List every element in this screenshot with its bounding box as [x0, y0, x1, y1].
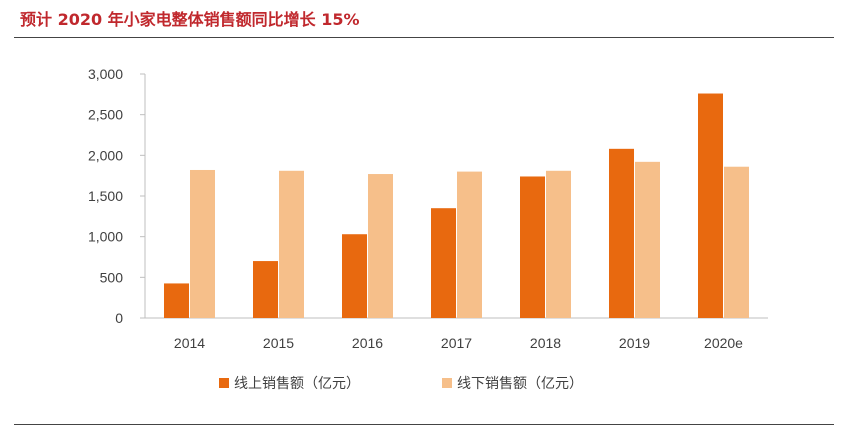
x-tick-label: 2018: [530, 335, 561, 351]
bar-offline-2017: [457, 171, 482, 318]
legend-swatch: [442, 378, 452, 388]
bar-online-2017: [431, 208, 456, 318]
y-axis-ticks: 0 500 1,000 1,500 2,000 2,500 3,000: [88, 66, 145, 326]
y-tick-label: 3,000: [88, 66, 123, 82]
legend-label: 线下销售额（亿元）: [457, 376, 583, 392]
legend-label: 线上销售额（亿元）: [234, 376, 360, 392]
bar-online-2018: [520, 176, 545, 318]
top-divider: [14, 37, 834, 38]
legend: 线上销售额（亿元） 线下销售额（亿元）: [219, 376, 583, 392]
bars: [164, 93, 749, 319]
x-tick-label: 2015: [263, 335, 294, 351]
bar-online-2015: [253, 261, 278, 318]
bar-online-2019: [609, 148, 634, 318]
y-tick-label: 1,500: [88, 188, 123, 204]
x-tick-label: 2017: [441, 335, 472, 351]
legend-swatch: [219, 378, 229, 388]
x-tick-label: 2020e: [704, 335, 743, 351]
y-tick-label: 500: [100, 269, 124, 285]
x-tick-label: 2016: [352, 335, 383, 351]
x-axis-ticks: 2014 2015 2016 2017 2018 2019 2020e: [174, 335, 743, 351]
bar-online-2016: [342, 234, 367, 318]
bar-online-2020e: [698, 93, 723, 319]
bottom-divider: [14, 424, 834, 425]
y-tick-label: 2,000: [88, 147, 123, 163]
x-tick-label: 2019: [619, 335, 650, 351]
chart-title: 预计 2020 年小家电整体销售额同比增长 15%: [20, 10, 360, 29]
bar-offline-2016: [368, 174, 393, 318]
x-tick-label: 2014: [174, 335, 205, 351]
bar-offline-2014: [190, 169, 215, 318]
y-tick-label: 0: [115, 310, 123, 326]
bar-offline-2019: [635, 161, 660, 318]
y-tick-label: 1,000: [88, 229, 123, 245]
bar-offline-2015: [279, 170, 304, 318]
bar-offline-2020e: [724, 166, 749, 318]
bar-offline-2018: [546, 170, 571, 318]
bar-online-2014: [164, 283, 189, 318]
y-tick-label: 2,500: [88, 107, 123, 123]
